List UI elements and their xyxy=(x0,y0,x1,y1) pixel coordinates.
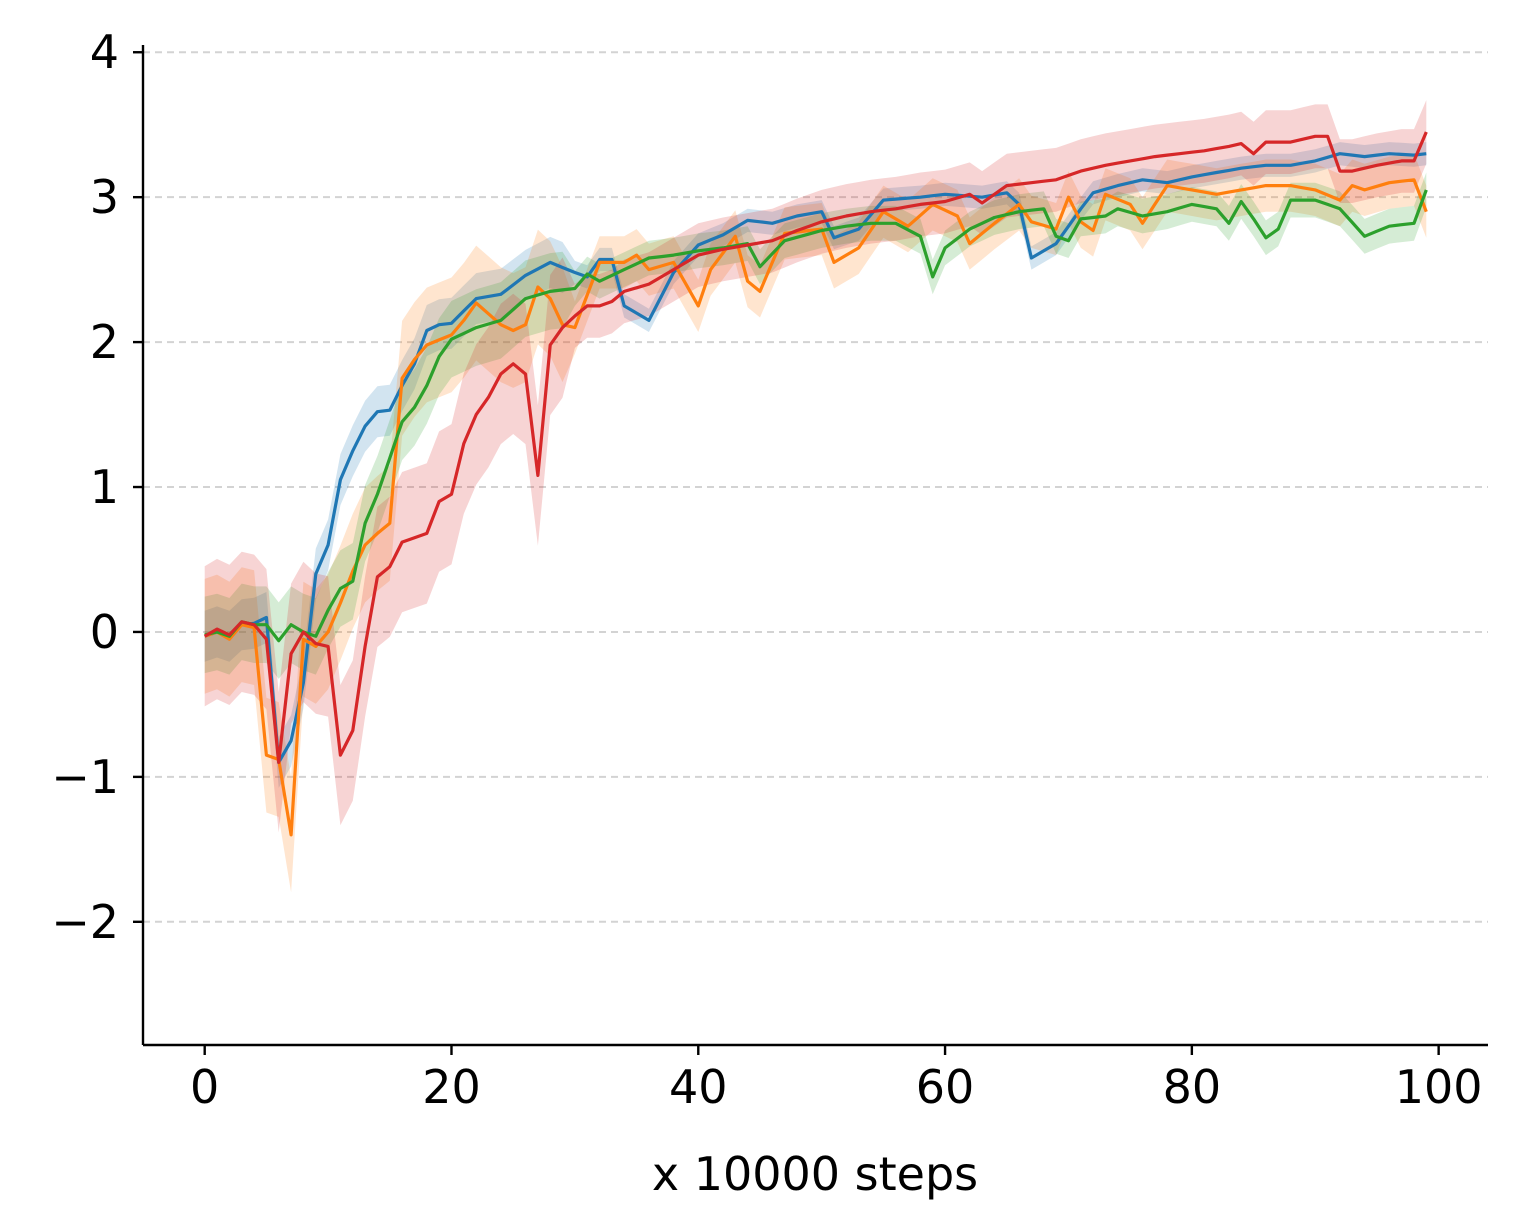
series-band-0 xyxy=(204,142,1427,788)
series-lines xyxy=(203,131,1428,837)
x-tick-label-4: 80 xyxy=(1163,1060,1222,1114)
y-tick-label-2: 0 xyxy=(90,605,119,659)
series-line-2 xyxy=(204,189,1428,643)
y-tick-label-6: 4 xyxy=(90,25,119,79)
series-line-1 xyxy=(204,178,1428,837)
x-tick-label-5: 100 xyxy=(1395,1060,1483,1114)
y-axis-ticks: −2 −1 0 1 2 3 4 xyxy=(51,25,143,949)
x-tick-label-1: 20 xyxy=(422,1060,481,1114)
series-line-0 xyxy=(204,152,1427,764)
series-band-3 xyxy=(204,100,1427,833)
y-gridlines xyxy=(143,51,1488,923)
y-tick-label-3: 1 xyxy=(90,460,119,514)
y-tick-label-0: −2 xyxy=(51,895,119,949)
y-tick-label-1: −1 xyxy=(51,750,119,804)
axes xyxy=(141,45,1488,1047)
x-axis-ticks: 0 20 40 60 80 100 xyxy=(190,1045,1483,1114)
y-tick-label-4: 2 xyxy=(90,315,119,369)
confidence-bands xyxy=(204,100,1427,893)
series-band-1 xyxy=(204,153,1427,893)
series-band-2 xyxy=(204,172,1427,679)
series-line-3 xyxy=(203,131,1428,764)
y-tick-label-5: 3 xyxy=(90,170,119,224)
x-tick-label-2: 40 xyxy=(669,1060,728,1114)
x-axis-label: x 10000 steps xyxy=(652,1147,978,1201)
x-tick-label-3: 60 xyxy=(916,1060,975,1114)
x-tick-label-0: 0 xyxy=(190,1060,219,1114)
